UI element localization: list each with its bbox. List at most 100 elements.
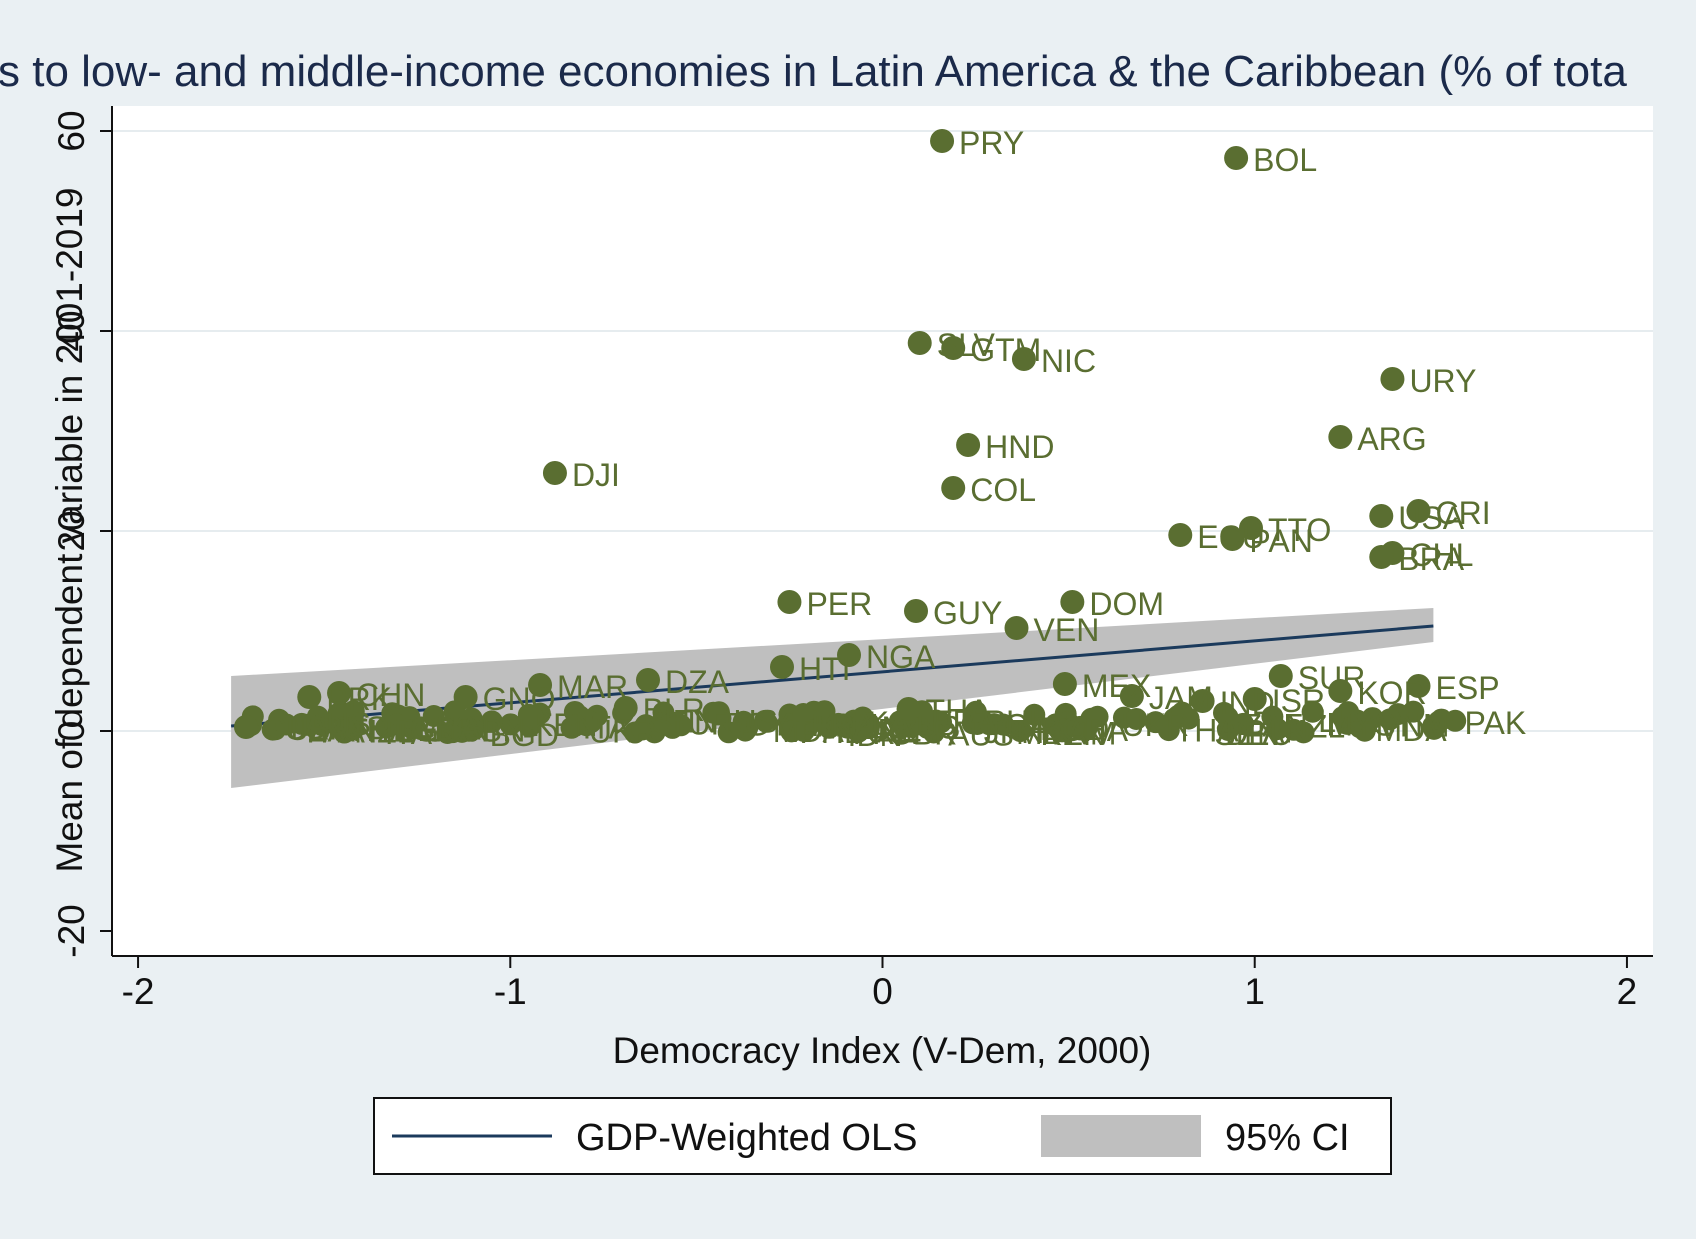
- background-point-label: RUS: [434, 712, 502, 748]
- background-point-label: KEN: [532, 707, 598, 743]
- background-point: [499, 713, 522, 736]
- background-point: [1023, 703, 1046, 726]
- data-label-col: COL: [970, 472, 1036, 508]
- background-point-label: JPN: [465, 712, 525, 748]
- background-point-label: RUS: [710, 703, 778, 739]
- data-label-dji: DJI: [572, 457, 620, 493]
- background-point-label: GHA: [1059, 712, 1129, 748]
- data-label-ecu: ECU: [1197, 519, 1265, 555]
- data-point-chn: [327, 681, 352, 705]
- data-point-ven: [1004, 616, 1029, 640]
- data-label-esp: ESP: [1436, 670, 1500, 706]
- background-point-label: IDN: [849, 710, 904, 746]
- background-point-label: AUS: [948, 716, 1014, 752]
- background-point-label: BGD: [490, 717, 559, 753]
- data-point-blr: [613, 696, 638, 720]
- background-point: [1216, 706, 1239, 729]
- data-label-tto: TTO: [1268, 512, 1331, 548]
- background-point: [575, 709, 598, 732]
- background-point-label: AUS: [305, 706, 371, 742]
- data-point-bra: [1369, 545, 1394, 569]
- data-label-tha: THA: [926, 693, 991, 729]
- background-point: [1353, 719, 1376, 742]
- background-point: [517, 708, 540, 731]
- data-label-dza: DZA: [665, 664, 730, 700]
- data-label-bol: BOL: [1253, 142, 1317, 178]
- background-point-label: IDN: [848, 717, 903, 753]
- background-point: [306, 705, 329, 728]
- background-point: [647, 714, 670, 737]
- background-point-label: ZAF: [308, 713, 368, 749]
- data-point-gtm: [941, 336, 966, 360]
- data-label-kor: KOR: [1357, 675, 1426, 711]
- data-label-gnq: GNQ: [483, 681, 556, 717]
- data-label-hti: HTI: [799, 651, 851, 687]
- x-tick-label-1: -1: [494, 971, 527, 1012]
- data-point-isr: [1242, 687, 1267, 711]
- data-label-hnd: HND: [985, 429, 1054, 465]
- background-point: [1378, 708, 1401, 731]
- background-point: [792, 702, 815, 725]
- background-point-label: GHA: [411, 711, 481, 747]
- background-point-label: FRA: [811, 707, 876, 743]
- data-label-nga: NGA: [866, 639, 936, 675]
- data-point-ind: [1190, 689, 1215, 713]
- data-label-cri: CRI: [1436, 495, 1491, 531]
- background-point-label: MDA: [773, 713, 845, 749]
- data-point-hnd: [956, 433, 981, 457]
- background-point: [702, 701, 725, 724]
- data-label-arg: ARG: [1357, 421, 1426, 457]
- data-point-pry: [930, 129, 955, 153]
- background-point-label: NZL: [1285, 708, 1345, 744]
- background-point: [736, 717, 759, 740]
- background-point-label: CAN: [423, 712, 491, 748]
- background-point: [1075, 718, 1098, 741]
- data-label-pan: PAN: [1249, 523, 1312, 559]
- background-point-label: CAN: [1005, 708, 1073, 744]
- y-tick-label-1: 0: [51, 721, 92, 742]
- y-tick-label-4: 60: [51, 110, 92, 151]
- data-point-jam: [1119, 684, 1144, 708]
- background-point-label: GBR: [888, 716, 957, 752]
- data-label-ven: VEN: [1034, 612, 1100, 648]
- data-label-mex: MEX: [1082, 668, 1151, 704]
- data-label-dom: DOM: [1089, 586, 1164, 622]
- data-point-ury: [1380, 367, 1405, 391]
- background-point-label: EGY: [393, 713, 461, 749]
- data-label-chn: CHN: [356, 677, 425, 713]
- data-point-cri: [1406, 499, 1431, 523]
- data-point-dji: [542, 461, 567, 485]
- data-point-slv: [907, 331, 932, 355]
- background-point-label: NZL: [354, 713, 414, 749]
- data-label-guy: GUY: [933, 595, 1002, 631]
- data-label-jam: JAM: [1149, 680, 1213, 716]
- background-point: [480, 710, 503, 733]
- data-point-nic: [1011, 347, 1036, 371]
- background-point-label: KAZ: [816, 708, 878, 744]
- background-point: [925, 709, 948, 732]
- background-point-label: THA: [1175, 713, 1240, 749]
- background-point-label: UKR: [1122, 707, 1190, 743]
- background-point: [339, 718, 362, 741]
- background-point: [1430, 708, 1453, 731]
- background-point-label: MDA: [1016, 715, 1088, 751]
- background-point: [964, 700, 987, 723]
- background-point-label: JPN: [984, 714, 1044, 750]
- background-point-label: RUS: [320, 710, 388, 746]
- background-point-label: DEU: [1225, 716, 1293, 752]
- data-point-kor: [1328, 679, 1353, 703]
- background-point-label: MYS: [416, 710, 485, 746]
- background-point-label: VNM: [1378, 708, 1449, 744]
- background-point-label: LKA: [1318, 703, 1379, 739]
- background-point-label: ITA: [385, 715, 433, 751]
- data-point-esp: [1406, 674, 1431, 698]
- data-label-ury: URY: [1409, 363, 1476, 399]
- x-tick-label-2: 0: [872, 971, 893, 1012]
- data-label-nic: NIC: [1041, 343, 1096, 379]
- y-ticks: -20 0 20 40 60: [51, 110, 112, 958]
- background-point-label: PHL: [800, 714, 862, 750]
- data-point-pan: [1220, 527, 1245, 551]
- background-point-label: SEN: [651, 704, 717, 740]
